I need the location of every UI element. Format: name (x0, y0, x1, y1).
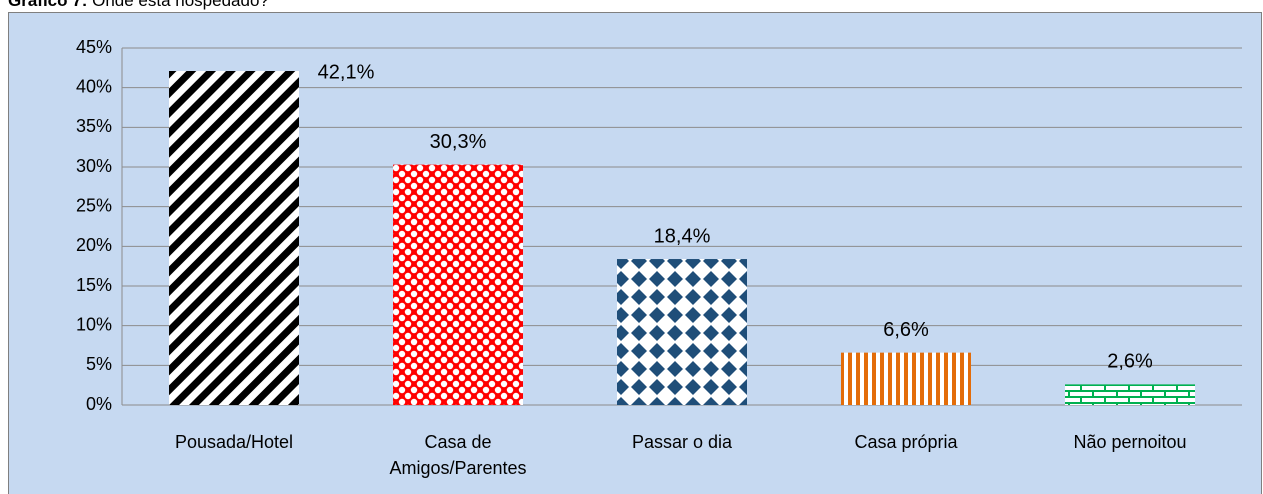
bar (617, 259, 747, 405)
data-label: 2,6% (1107, 351, 1153, 373)
x-tick-label: Casa de Amigos/Parentes (389, 432, 527, 478)
y-tick-label: 0% (86, 394, 112, 414)
data-label: 30,3% (430, 131, 487, 153)
caption-title: Onde está hospedado? (92, 0, 269, 10)
bar (1065, 384, 1195, 405)
x-tick-label: Não pernoitou (1073, 432, 1187, 452)
y-tick-label: 35% (76, 116, 112, 136)
x-tick-label: Passar o dia (631, 432, 733, 452)
y-tick-label: 40% (76, 76, 112, 96)
y-tick-label: 25% (76, 195, 112, 215)
x-tick-label: Pousada/Hotel (174, 432, 294, 452)
y-tick-label: 10% (76, 314, 112, 334)
y-tick-label: 45% (76, 37, 112, 57)
y-tick-label: 30% (76, 156, 112, 176)
data-label: 6,6% (883, 319, 929, 341)
data-label: 18,4% (654, 225, 711, 247)
caption-label: Gráfico 7: (8, 0, 88, 10)
y-tick-label: 20% (76, 235, 112, 255)
bar (841, 352, 971, 405)
y-tick-label: 5% (86, 354, 112, 374)
bar (169, 71, 299, 406)
bar (393, 164, 523, 405)
data-label: 42,1% (318, 61, 375, 83)
y-tick-label: 15% (76, 275, 112, 295)
caption: Gráfico 7: Onde está hospedado? (8, 0, 269, 11)
x-tick-label: Casa própria (854, 432, 958, 452)
